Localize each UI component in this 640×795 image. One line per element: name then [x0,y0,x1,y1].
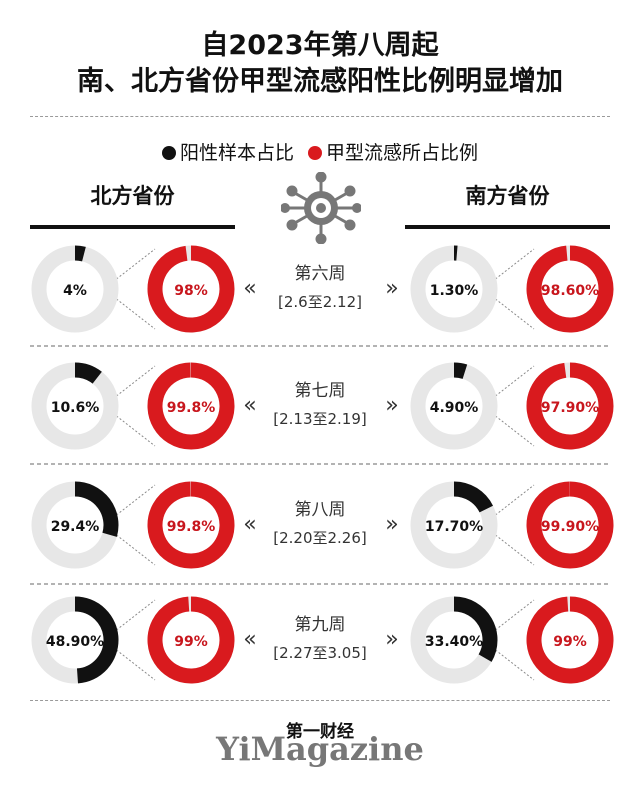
connector-line [116,534,156,566]
donut-value-label: 4.90% [430,400,479,416]
side-label-south: 南方省份 [465,184,550,208]
connector-line [116,365,156,397]
legend-label-positive: 阳性样本占比 [179,142,294,164]
donut-value-label: 10.6% [51,400,100,416]
donut-arc [453,596,498,662]
connector-line [116,298,156,330]
donut-value-label: 99.8% [167,519,216,535]
donut-value-label: 99.90% [541,519,599,535]
donut-arc [74,245,86,262]
connector-line [495,298,535,330]
donut-value-label: 98.60% [541,283,599,299]
donut-arc [526,596,614,684]
legend-dot-positive [161,146,176,160]
connector-line [495,248,535,280]
arrow-left-icon: « [243,627,256,652]
connector-line [495,534,535,566]
legend-label-flu-a: 甲型流感所占比例 [326,142,479,164]
arrow-right-icon: » [385,512,398,537]
title-line-2: 南、北方省份甲型流感阳性比例明显增加 [77,66,563,97]
donut-value-label: 4% [63,283,87,299]
donut-value-label: 29.4% [51,519,100,535]
legend: 阳性样本占比 甲型流感所占比例 [0,138,640,165]
donut-value-label: 99.8% [167,400,216,416]
donut-value-label: 48.90% [46,634,104,650]
connector-line [495,365,535,397]
date-range-label: [2.27至3.05] [273,644,367,662]
arrow-left-icon: « [243,276,256,301]
week-label: 第七周 [295,381,346,401]
donut-arc [453,362,468,379]
donut-arc [74,362,102,384]
donut-arc [147,245,235,333]
arrow-right-icon: » [385,276,398,301]
north-underline [30,225,235,229]
donut-value-label: 99% [553,634,587,650]
connector-line [495,649,535,681]
virus-icon [281,172,361,244]
legend-dot-flu-a [308,146,322,160]
connector-line [116,649,156,681]
donut-arc [526,245,614,333]
week-label: 第九周 [295,615,346,635]
donut-arc [147,596,235,684]
date-range-label: [2.6至2.12] [278,293,362,311]
donut-value-label: 17.70% [425,519,483,535]
connector-line [495,484,535,516]
donut-value-label: 97.90% [541,400,599,416]
connector-line [116,599,156,631]
donut-value-label: 99% [174,634,208,650]
donut-value-label: 33.40% [425,634,483,650]
donut-value-label: 1.30% [430,283,479,299]
divider-bottom [30,700,610,701]
donut-arc [526,481,614,569]
divider-top [30,116,610,117]
connector-line [495,415,535,447]
connector-line [495,599,535,631]
connector-line [116,484,156,516]
arrow-left-icon: « [243,393,256,418]
footer-brand-en: YiMagazine [216,730,424,768]
arrow-left-icon: « [243,512,256,537]
date-range-label: [2.13至2.19] [273,410,367,428]
week-label: 第八周 [295,500,346,520]
donut-arc [453,481,494,513]
donut-arc [147,481,235,569]
donut-arc [74,596,119,684]
footer-brand-cn: 第一财经 [286,722,354,742]
donut-arc [526,362,614,450]
donut-value-label: 98% [174,283,208,299]
connector-line [116,248,156,280]
week-label: 第六周 [295,264,346,284]
donut-arc [147,362,235,450]
arrow-right-icon: » [385,627,398,652]
donut-arc [74,481,119,537]
connector-line [116,415,156,447]
title-line-1: 自2023年第八周起 [201,30,439,61]
south-underline [405,225,610,229]
side-label-north: 北方省份 [90,184,175,208]
date-range-label: [2.20至2.26] [273,529,367,547]
arrow-right-icon: » [385,393,398,418]
